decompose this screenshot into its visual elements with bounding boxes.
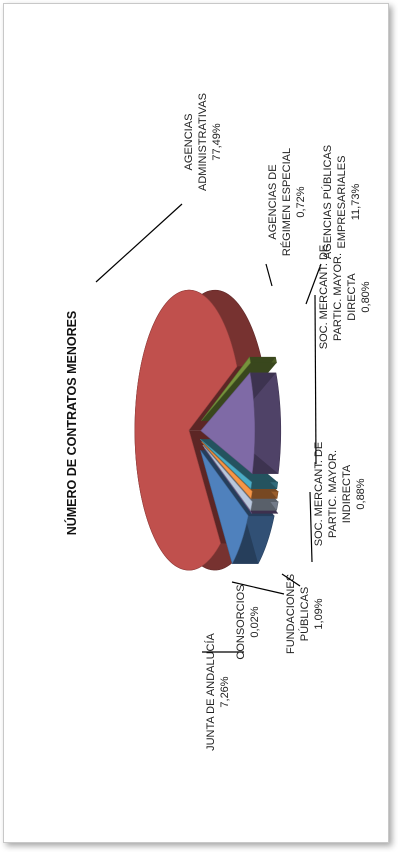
chart-frame: NÚMERO DE CONTRATOS MENORES AGENCIAS ADMIN…: [3, 3, 389, 843]
leader-line: [281, 573, 301, 587]
data-label-agencias-administrativas: AGENCIAS ADMINISTRATIVAS 77,49%: [95, 93, 223, 283]
pie-chart: NÚMERO DE CONTRATOS MENORES AGENCIAS ADMIN…: [64, 93, 372, 751]
label-line: PARTIC. MAYOR.: [332, 253, 344, 341]
label-line: ADMINISTRATIVAS: [197, 93, 209, 191]
label-line: RÉGIMEN ESPECIAL: [280, 148, 293, 256]
slice-soc-mercant-de-partic-mayor-indirecta: [201, 441, 253, 500]
slice-agencias-de-regimen-especial: [201, 356, 251, 421]
data-label-agencias-de-regimen-especial: AGENCIAS DE RÉGIMEN ESPECIAL 0,72%: [265, 148, 307, 287]
data-label-fundaciones-publicas: FUNDACIONES PÚBLICAS 1,09%: [281, 573, 325, 654]
label-line: 7,26%: [219, 676, 231, 707]
label-line: PARTIC. MAYOR.: [327, 450, 339, 538]
label-line: JUNTA DE ANDALUCÍA: [204, 632, 217, 750]
data-label-agencias-publicas-empresariales: AGENCIAS PÚBLICAS EMPRESARIALES 11,73%: [305, 145, 362, 305]
leader-line: [314, 294, 317, 465]
label-line: 0,02%: [249, 606, 261, 637]
leader-line: [95, 203, 183, 283]
label-line: SOC. MERCANT. DE: [318, 245, 330, 350]
slice-agencias-publicas-empresariales: [200, 372, 256, 475]
label-line: 0,72%: [295, 186, 307, 217]
leader-line: [309, 491, 313, 563]
leader-line: [265, 263, 273, 287]
label-line: 0,88%: [355, 478, 367, 509]
label-line: 1,09%: [313, 598, 325, 629]
label-line: 77,49%: [211, 123, 223, 161]
label-line: AGENCIAS PÚBLICAS: [321, 145, 334, 259]
label-line: FUNDACIONES: [285, 574, 297, 654]
label-line: EMPRESARIALES: [336, 156, 348, 249]
data-label-consorcios: CONSORCIOS 0,02%: [231, 581, 285, 660]
leader-line: [305, 263, 322, 305]
label-line: 0,80%: [360, 281, 372, 312]
label-line: SOC. MERCANT. DE: [313, 442, 325, 547]
label-line: INDIRECTA: [341, 464, 353, 523]
label-line: DIRECTA: [346, 273, 358, 321]
slice-consorcios: [203, 447, 253, 515]
data-label-junta-de-andalucia: JUNTA DE ANDALUCÍA 7,26%: [202, 632, 244, 751]
slice-soc-mercant-de-partic-mayor-directa: [200, 439, 253, 490]
slice-soc-mercant-de-partic-mayor-directa-edge-1: [200, 439, 277, 489]
data-label-soc-mercant-de-partic-mayor-indirecta: SOC. MERCANT. DE PARTIC. MAYOR. INDIRECTA 0…: [309, 442, 367, 563]
label-line: AGENCIAS DE: [267, 164, 279, 239]
chart-title: NÚMERO DE CONTRATOS MENORES: [64, 311, 79, 536]
slice-junta-de-andalucia: [200, 450, 249, 565]
label-line: 11,73%: [350, 184, 362, 221]
label-line: CONSORCIOS: [235, 584, 247, 659]
slice-agencias-administrativas: [134, 289, 238, 571]
slice-fundaciones-publicas: [202, 444, 253, 512]
label-line: PÚBLICAS: [298, 587, 311, 641]
data-label-soc-mercant-de-partic-mayor-directa: SOC. MERCANT. DE PARTIC. MAYOR. DIRECTA 0,8…: [314, 245, 372, 465]
leader-line: [231, 581, 285, 595]
label-line: AGENCIAS: [183, 114, 195, 171]
